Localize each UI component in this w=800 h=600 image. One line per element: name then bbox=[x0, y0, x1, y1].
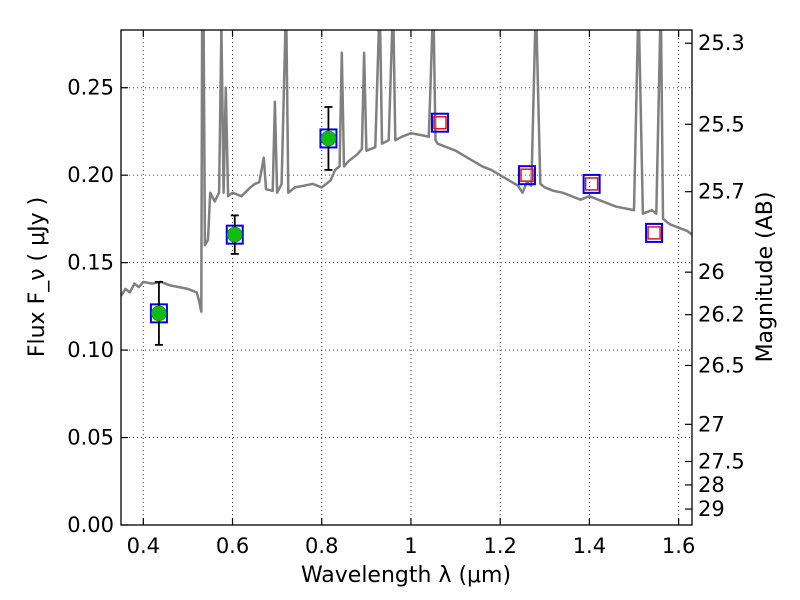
y-tick-label: 0.15 bbox=[67, 251, 114, 275]
nondetection-marker bbox=[647, 226, 661, 240]
model-photometry-box bbox=[645, 222, 664, 243]
ticks bbox=[121, 30, 692, 526]
y-tick-label: 0.00 bbox=[67, 513, 114, 537]
x-tick-label: 0.8 bbox=[305, 534, 338, 558]
right-tick-label: 26.5 bbox=[698, 353, 745, 377]
x-axis-label: Wavelength λ (μm) bbox=[301, 563, 511, 588]
x-tick-label: 0.6 bbox=[216, 534, 249, 558]
right-tick-label: 27 bbox=[698, 412, 725, 436]
model-photometry-box bbox=[582, 173, 601, 194]
y-tick-label: 0.20 bbox=[67, 163, 114, 187]
right-tick-label: 27.5 bbox=[698, 449, 745, 473]
right-tick-label: 26 bbox=[698, 260, 725, 284]
right-axis-label: Magnitude (AB) bbox=[753, 192, 778, 363]
x-tick-label: 1.6 bbox=[662, 534, 695, 558]
right-tick-label: 26.2 bbox=[698, 303, 745, 327]
y-tick-label: 0.10 bbox=[67, 338, 114, 362]
detection-point bbox=[226, 226, 243, 243]
right-tick-label: 25.7 bbox=[698, 180, 745, 204]
right-tick-label: 25.3 bbox=[698, 31, 745, 55]
right-tick-label: 29 bbox=[698, 497, 725, 521]
plot-frame bbox=[120, 29, 693, 526]
detection-point bbox=[151, 305, 167, 322]
x-tick-label: 1 bbox=[404, 534, 417, 558]
y-tick-label: 0.25 bbox=[67, 76, 114, 100]
nondetection-marker bbox=[520, 168, 534, 182]
detection-point bbox=[320, 130, 337, 147]
grid bbox=[121, 30, 692, 526]
model-photometry-box bbox=[517, 165, 536, 186]
x-tick-label: 1.2 bbox=[483, 534, 516, 558]
right-tick-label: 25.5 bbox=[698, 112, 745, 136]
x-tick-label: 0.4 bbox=[127, 534, 160, 558]
y-tick-label: 0.05 bbox=[67, 426, 114, 450]
x-tick-label: 1.4 bbox=[573, 534, 606, 558]
tick-labels: 0.4 0.6 0.8 1 1.2 1.4 1.6 0.00 0.05 0.10 0.15 0.20 0… bbox=[67, 31, 745, 558]
spectrum-layer bbox=[121, 30, 692, 313]
points-layer bbox=[149, 106, 664, 346]
spectrum-line bbox=[121, 30, 692, 313]
y-axis-label: Flux F_ν ( μJy ) bbox=[25, 197, 50, 357]
model-photometry-box bbox=[430, 112, 449, 133]
nondetection-marker bbox=[433, 115, 447, 130]
nondetection-marker bbox=[584, 177, 599, 191]
right-tick-label: 28 bbox=[698, 473, 725, 497]
